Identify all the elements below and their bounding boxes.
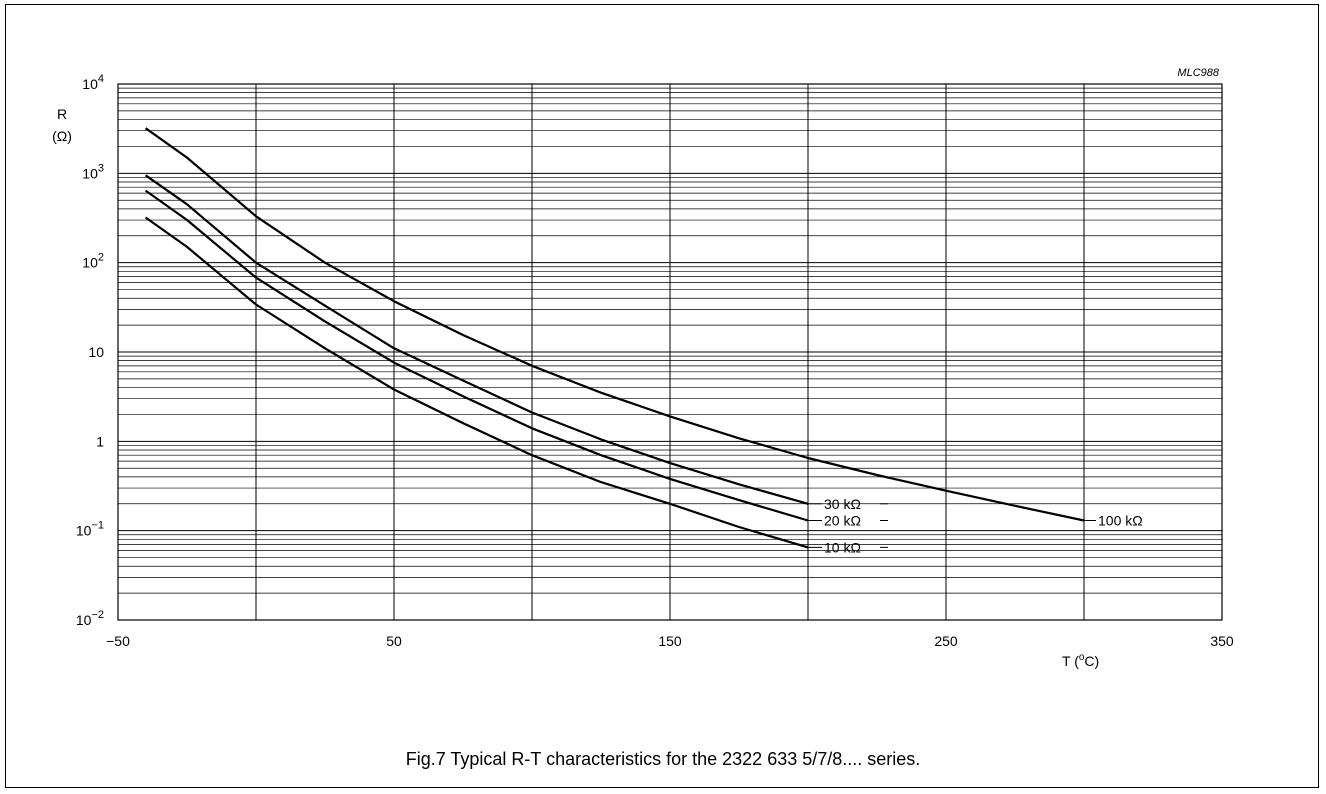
series-line-20kohm [144, 189, 809, 522]
series-label: 30 kΩ [824, 496, 861, 512]
x-tick-label: 150 [658, 633, 682, 649]
y-tick-label: 1 [96, 433, 104, 449]
y-tick-label: 10−2 [76, 609, 104, 628]
series-line-30kohm [144, 174, 809, 505]
y-tick-label: 10−1 [76, 520, 104, 539]
x-tick-label: 350 [1210, 633, 1234, 649]
y-tick-label: 102 [82, 252, 104, 271]
y-axis-label-line1: R [57, 106, 67, 122]
x-axis-label: T (oC) [1062, 652, 1099, 669]
y-tick-label: 10 [88, 344, 104, 360]
curves [144, 127, 1085, 549]
y-axis-label-line2: (Ω) [52, 128, 72, 144]
series-label: 20 kΩ [824, 512, 861, 528]
figure-caption: Fig.7 Typical R-T characteristics for th… [405, 749, 921, 769]
plot-area-border [117, 83, 1223, 621]
figure-code: MLC988 [1177, 67, 1219, 79]
series-line-100kohm [144, 127, 1085, 522]
y-tick-label: 103 [82, 162, 104, 181]
y-tick-label: 104 [82, 73, 104, 92]
figure-frame [5, 4, 1319, 788]
x-tick-label: 50 [386, 633, 402, 649]
x-tick-label: 250 [934, 633, 958, 649]
grid [117, 83, 1223, 621]
series-label: 10 kΩ [824, 539, 861, 555]
series-label: 100 kΩ [1098, 512, 1143, 528]
x-tick-label: −50 [106, 633, 130, 649]
series-line-10kohm [144, 216, 809, 549]
